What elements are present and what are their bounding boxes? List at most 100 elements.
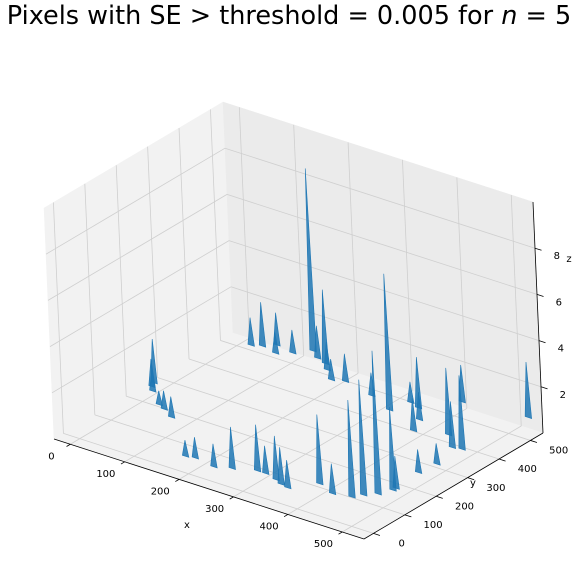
grid-line-x-floor <box>233 390 413 498</box>
x-tick-label: 200 <box>151 487 170 498</box>
grid-line-z-back <box>226 194 538 295</box>
grid-line-y-floor <box>188 358 500 460</box>
grid-line-z-back <box>224 147 536 249</box>
surface-spike <box>433 443 441 466</box>
grid-line-x-back <box>402 159 413 391</box>
surface-spike <box>414 449 423 475</box>
surface-spike <box>341 353 350 383</box>
tick-labels: 0 100 200 300 400 500 0 100 200 300 400 500 2 4 6 8 <box>48 251 568 550</box>
surface-spike <box>289 329 297 355</box>
grid-line-y-left <box>147 146 159 378</box>
surface-spike <box>371 350 382 496</box>
surface-spike <box>524 362 532 419</box>
y-axis-line <box>363 432 544 540</box>
grid-line-y-left <box>84 183 96 415</box>
surface-spike <box>160 390 168 411</box>
surface-spike <box>284 460 292 490</box>
y-tick-mark <box>530 440 538 443</box>
surface-spike <box>277 447 285 486</box>
z-tick-label: 4 <box>558 344 564 355</box>
surface-spike <box>168 396 176 419</box>
grid-line-x-floor <box>178 373 359 480</box>
x-tick-mark <box>66 443 71 447</box>
grid-line-x-back <box>456 177 468 409</box>
x-tick-label: 400 <box>259 522 278 533</box>
surface-spike <box>458 375 466 451</box>
z-tick-mark <box>540 386 548 390</box>
grid-line-z-left <box>47 194 228 301</box>
axis-lines <box>53 201 548 540</box>
z-axis-line <box>532 201 544 434</box>
x-tick-mark <box>175 479 180 482</box>
x-tick-label: 300 <box>205 504 224 515</box>
grid-line-x-floor <box>342 425 522 533</box>
surface-spike <box>262 445 270 476</box>
surface-spike <box>149 370 157 393</box>
grid-line-x-back <box>347 142 359 374</box>
grid-line-y-left <box>178 128 190 360</box>
axis-panes <box>43 101 544 540</box>
surface-spike <box>210 443 218 469</box>
grid-line-y-floor <box>220 340 531 441</box>
y-tick-mark <box>498 458 506 462</box>
surface-spike <box>304 168 317 353</box>
grid-line-y-floor <box>94 414 405 516</box>
x-tick-mark <box>338 531 343 535</box>
surface-spike <box>316 414 324 486</box>
x-tick-label: 0 <box>48 451 54 462</box>
y-tick-label: 500 <box>549 446 568 457</box>
grid-line-z-left <box>49 240 230 347</box>
z-axis-label: z <box>566 254 571 265</box>
y-tick-label: 100 <box>424 520 443 531</box>
grid-line-y-left <box>210 109 221 341</box>
surface-spike <box>327 358 336 382</box>
title-variable: n <box>501 1 518 31</box>
surface-spike <box>328 463 337 496</box>
y-tick-label: 0 <box>399 539 405 550</box>
surface-spike <box>358 379 368 497</box>
y-tick-mark <box>467 477 475 481</box>
chart-title: Pixels with SE > threshold = 0.005 for n… <box>6 1 572 31</box>
surface-spike <box>389 406 397 492</box>
x-tick-mark <box>120 461 125 465</box>
z-tick-label: 8 <box>554 251 560 262</box>
grid-line-x-floor <box>70 337 250 445</box>
surface-spike <box>228 426 236 470</box>
surface-spike <box>314 325 322 360</box>
surface-spike <box>272 435 280 482</box>
surface-spike <box>182 440 190 458</box>
surface-spike <box>407 381 415 405</box>
x-tick-label: 100 <box>96 469 115 480</box>
grid-line-y-floor <box>157 377 468 479</box>
grid-line-y-floor <box>63 433 374 534</box>
surface-spike <box>410 398 418 433</box>
surface-spike <box>415 391 424 422</box>
surface-spikes <box>148 168 532 499</box>
surface-spike <box>155 390 163 407</box>
surface-spike <box>323 342 331 372</box>
y-tick-mark <box>436 495 443 499</box>
z-tick-label: 6 <box>556 297 562 308</box>
surface-spike <box>191 437 199 460</box>
surface-spike <box>448 401 457 450</box>
grid-line-y-left <box>115 165 127 397</box>
z-tick-label: 2 <box>560 390 566 401</box>
z-tick-mark <box>536 294 544 297</box>
grid-line-x-back <box>293 124 305 356</box>
x-tick-mark <box>229 496 234 500</box>
z-tick-mark <box>538 340 546 344</box>
x-axis-line <box>53 438 365 540</box>
surface-spike <box>258 302 267 348</box>
grid-line-x-floor <box>124 355 304 463</box>
grid-line-z-left <box>51 286 232 394</box>
y-tick-mark <box>404 514 412 518</box>
grid-line-z-left <box>45 147 226 255</box>
grid-lines <box>45 107 542 534</box>
surface-spike <box>347 400 356 499</box>
grid-line-y-left <box>53 202 64 434</box>
x-axis-label: x <box>184 520 190 531</box>
y-tick-label: 400 <box>518 464 537 475</box>
y-tick-mark <box>373 533 381 536</box>
x-tick-label: 500 <box>314 539 333 550</box>
